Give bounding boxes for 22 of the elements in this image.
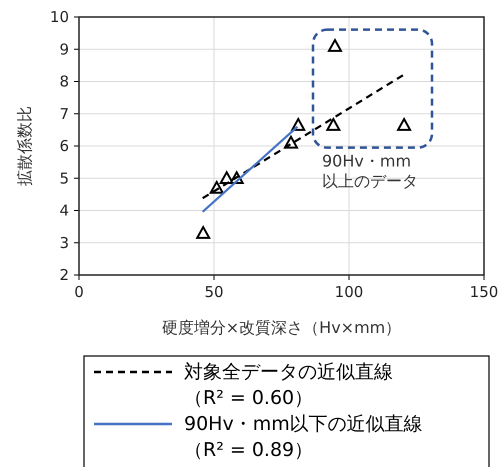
point: [328, 39, 342, 52]
y-tick-label: 6: [59, 137, 69, 155]
y-tick-label: 2: [59, 266, 69, 284]
y-tick-label: 7: [59, 104, 69, 123]
point: [196, 226, 210, 239]
x-tick-label: 100: [334, 283, 364, 301]
x-axis-title: 硬度増分×改質深さ（Hv×mm）: [162, 318, 402, 337]
y-tick-label: 9: [59, 40, 69, 58]
legend-label: 90Hv・mm以下の近似直線（R² = 0.89）: [184, 413, 423, 461]
y-tick-label: 3: [59, 234, 69, 252]
y-axis-title: 拡散係数比: [15, 106, 34, 186]
x-tick-label: 150: [470, 283, 498, 301]
x-tick-label: 0: [74, 283, 84, 301]
y-tick-label: 8: [59, 72, 69, 90]
x-tick-label: 50: [204, 283, 224, 301]
y-tick-label: 4: [59, 202, 69, 220]
point: [326, 118, 340, 131]
legend-label: 対象全データの近似直線（R² = 0.60）: [184, 361, 393, 409]
point: [397, 118, 412, 131]
annotation: 90Hv・mm 以上のデータ: [322, 152, 418, 191]
y-tick-label: 10: [50, 8, 69, 26]
y-tick-label: 5: [59, 169, 69, 188]
